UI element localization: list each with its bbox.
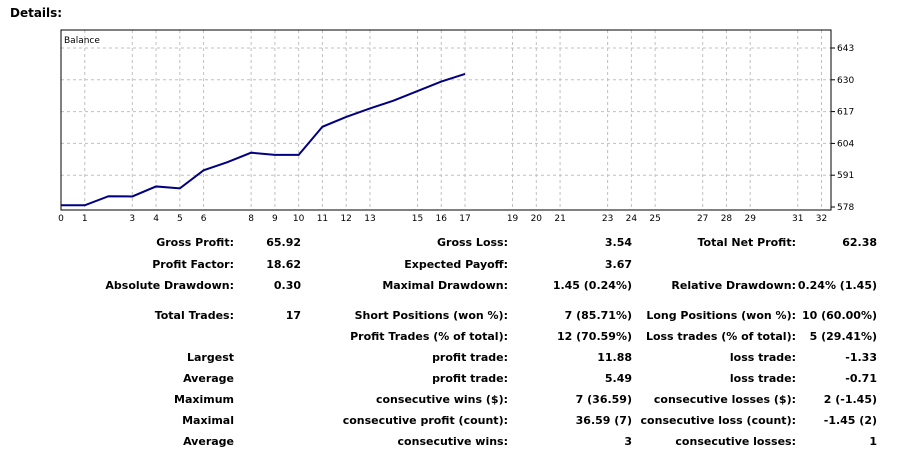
- profit-factor-label: Profit Factor:: [152, 258, 234, 271]
- average-loss-trade-value: -0.71: [845, 372, 877, 385]
- chart-grid: [61, 30, 831, 210]
- largest-loss-trade-value: -1.33: [845, 351, 877, 364]
- x-tick-label: 1: [82, 214, 88, 224]
- y-tick-label: 617: [837, 108, 854, 118]
- max-consecutive-wins-value: 7 (36.59): [575, 393, 632, 406]
- x-tick-label: 29: [744, 214, 756, 224]
- total-trades-value: 17: [285, 309, 301, 322]
- gross-loss-label: Gross Loss:: [437, 236, 508, 249]
- x-tick-label: 0: [58, 214, 64, 224]
- profit-trades-label: Profit Trades (% of total):: [350, 330, 508, 343]
- x-tick-label: 4: [153, 214, 159, 224]
- long-positions-value: 10 (60.00%): [801, 309, 877, 322]
- largest-profit-trade-label: profit trade:: [432, 351, 508, 364]
- x-tick-label: 12: [340, 214, 351, 224]
- x-tick-label: 21: [554, 214, 565, 224]
- avg-consecutive-wins-label: consecutive wins:: [397, 435, 508, 448]
- expected-payoff-label: Expected Payoff:: [404, 258, 508, 271]
- gross-profit-value: 65.92: [266, 236, 301, 249]
- profit-trades-value: 12 (70.59%): [556, 330, 632, 343]
- x-tick-label: 3: [129, 214, 135, 224]
- x-tick-label: 6: [201, 214, 207, 224]
- details-title: Details:: [10, 6, 63, 20]
- average-profit-trade-value: 5.49: [604, 372, 632, 385]
- short-positions-label: Short Positions (won %):: [354, 309, 508, 322]
- chart-title: Balance: [64, 36, 100, 46]
- maximal-drawdown-label: Maximal Drawdown:: [382, 279, 508, 292]
- profit-factor-value: 18.62: [266, 258, 301, 271]
- average-loss-trade-label: loss trade:: [729, 372, 796, 385]
- expected-payoff-value: 3.67: [604, 258, 632, 271]
- maximal-consecutive-profit-value: 36.59 (7): [575, 414, 632, 427]
- largest-profit-trade-value: 11.88: [597, 351, 632, 364]
- maximal-consecutive-profit-label: consecutive profit (count):: [342, 414, 508, 427]
- absolute-drawdown-label: Absolute Drawdown:: [105, 279, 234, 292]
- x-tick-label: 31: [792, 214, 803, 224]
- max-consecutive-losses-label: consecutive losses ($):: [653, 393, 796, 406]
- relative-drawdown-value: 0.24% (1.45): [797, 279, 877, 292]
- x-axis-ticks: 0 1 3 4 5 6 8 9 10 11 12 13 15 16 17 19 20 21 23 24 25 27 28 29…: [58, 214, 827, 224]
- x-tick-label: 15: [412, 214, 423, 224]
- max-consecutive-wins-label: consecutive wins ($):: [375, 393, 508, 406]
- x-tick-label: 25: [649, 214, 660, 224]
- average-label: Average: [183, 372, 234, 385]
- average-consecutive-label: Average: [183, 435, 234, 448]
- x-tick-label: 20: [531, 214, 543, 224]
- x-tick-label: 27: [697, 214, 708, 224]
- average-profit-trade-label: profit trade:: [432, 372, 508, 385]
- total-trades-label: Total Trades:: [154, 309, 234, 322]
- loss-trades-value: 5 (29.41%): [809, 330, 877, 343]
- x-tick-label: 16: [436, 214, 448, 224]
- absolute-drawdown-value: 0.30: [273, 279, 301, 292]
- x-tick-label: 23: [602, 214, 613, 224]
- total-net-profit-value: 62.38: [842, 236, 877, 249]
- x-tick-label: 17: [459, 214, 470, 224]
- max-consecutive-losses-value: 2 (-1.45): [823, 393, 877, 406]
- total-net-profit-label: Total Net Profit:: [697, 236, 797, 249]
- x-tick-label: 32: [816, 214, 827, 224]
- short-positions-value: 7 (85.71%): [564, 309, 632, 322]
- avg-consecutive-wins-value: 3: [624, 435, 632, 448]
- y-tick-label: 604: [837, 139, 854, 149]
- maximal-consecutive-loss-value: -1.45 (2): [823, 414, 877, 427]
- x-tick-label: 5: [177, 214, 183, 224]
- largest-loss-trade-label: loss trade:: [729, 351, 796, 364]
- y-axis-ticks: 578 591 604 617 630 643: [831, 44, 854, 213]
- long-positions-label: Long Positions (won %):: [646, 309, 796, 322]
- x-tick-label: 19: [507, 214, 519, 224]
- relative-drawdown-label: Relative Drawdown:: [671, 279, 796, 292]
- y-tick-label: 643: [837, 44, 854, 54]
- avg-consecutive-losses-label: consecutive losses:: [675, 435, 796, 448]
- x-tick-label: 28: [721, 214, 733, 224]
- maximal-consecutive-loss-label: consecutive loss (count):: [640, 414, 796, 427]
- largest-label: Largest: [187, 351, 234, 364]
- x-tick-label: 13: [364, 214, 375, 224]
- x-tick-label: 11: [317, 214, 328, 224]
- balance-series-line: [61, 72, 466, 207]
- x-tick-label: 9: [272, 214, 278, 224]
- y-tick-label: 630: [837, 76, 854, 86]
- avg-consecutive-losses-value: 1: [869, 435, 877, 448]
- chart-frame: [60, 29, 832, 211]
- maximal-label: Maximal: [182, 414, 234, 427]
- maximal-drawdown-value: 1.45 (0.24%): [552, 279, 632, 292]
- gross-loss-value: 3.54: [604, 236, 632, 249]
- gross-profit-label: Gross Profit:: [156, 236, 234, 249]
- x-tick-label: 10: [293, 214, 305, 224]
- maximum-label: Maximum: [174, 393, 234, 406]
- y-tick-label: 578: [837, 203, 854, 213]
- y-tick-label: 591: [837, 171, 854, 181]
- loss-trades-label: Loss trades (% of total):: [645, 330, 796, 343]
- x-tick-label: 24: [626, 214, 638, 224]
- x-tick-label: 8: [248, 214, 254, 224]
